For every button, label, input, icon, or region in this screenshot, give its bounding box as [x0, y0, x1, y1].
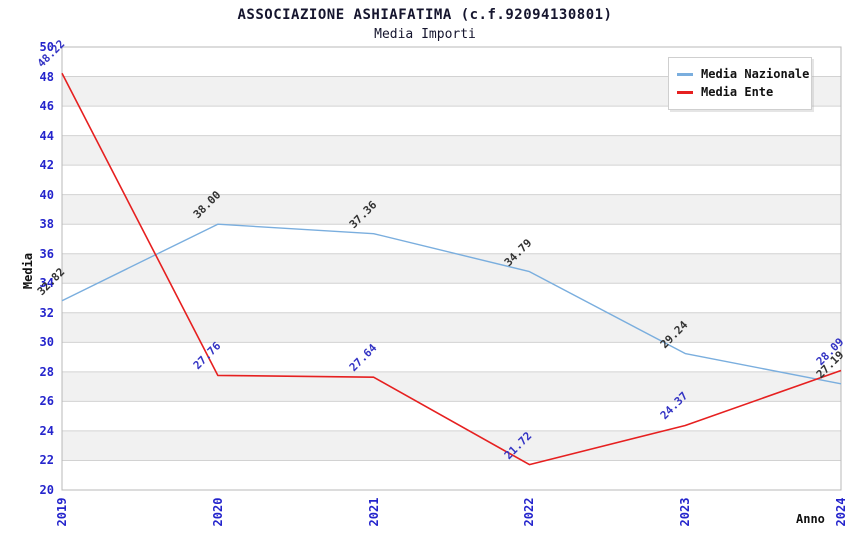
legend-item-media-ente: Media Ente — [677, 84, 803, 100]
x-tick-label: 2020 — [210, 497, 225, 527]
series-line-media-nazionale — [61, 223, 842, 385]
legend-label: Media Nazionale — [701, 67, 810, 81]
plot-band — [62, 312, 841, 343]
y-tick-label: 36 — [39, 246, 54, 261]
plot-band — [62, 371, 841, 402]
x-tick-label: 2021 — [366, 497, 381, 527]
x-tick-label: 2024 — [834, 497, 848, 527]
y-tick-label: 26 — [39, 394, 54, 409]
x-tick-label: 2023 — [678, 497, 693, 527]
y-tick-label: 30 — [39, 335, 54, 350]
legend-swatch-line-icon — [677, 72, 693, 76]
chart-subtitle: Media Importi — [374, 27, 476, 42]
x-tick-label: 2019 — [55, 497, 69, 527]
y-tick-label: 34 — [39, 276, 54, 291]
y-tick-label: 48 — [39, 69, 54, 84]
y-tick-label: 28 — [39, 364, 54, 379]
y-tick-label: 40 — [39, 187, 54, 202]
y-tick-label: 38 — [39, 217, 54, 232]
plot-band — [62, 194, 841, 225]
plot-band — [62, 253, 841, 284]
y-tick-label: 22 — [39, 453, 54, 468]
legend-label: Media Ente — [701, 85, 774, 99]
y-tick-label: 32 — [39, 305, 54, 320]
series-line-media-ente — [61, 72, 842, 466]
legend: Media Nazionale Media Ente — [668, 57, 812, 110]
legend-swatch-line-icon — [677, 90, 693, 94]
x-axis-title: Anno — [796, 512, 825, 526]
y-tick-label: 42 — [39, 158, 54, 173]
y-axis-title: Media — [21, 252, 35, 290]
y-tick-label: 44 — [39, 128, 54, 143]
y-tick-label: 20 — [39, 483, 54, 497]
y-tick-label: 50 — [39, 40, 54, 54]
legend-item-media-nazionale: Media Nazionale — [677, 66, 809, 82]
plot-band — [62, 430, 841, 461]
plot-band — [62, 135, 841, 166]
x-tick-label: 2022 — [522, 497, 537, 527]
plot-border — [61, 46, 842, 491]
y-tick-label: 46 — [39, 99, 54, 114]
y-tick-label: 24 — [39, 423, 54, 438]
chart-title: ASSOCIAZIONE ASHIAFATIMA (c.f.9209413080… — [237, 7, 613, 23]
